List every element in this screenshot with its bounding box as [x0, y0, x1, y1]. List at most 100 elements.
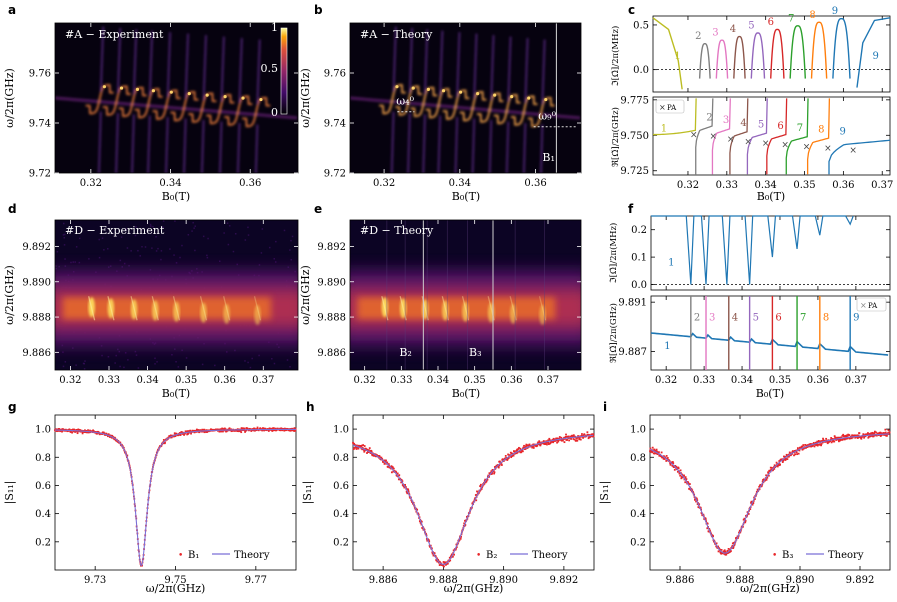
data-point — [578, 437, 581, 440]
data-point — [671, 461, 674, 463]
y-axis-label: ω/2π(GHz) — [299, 265, 312, 325]
data-point — [543, 443, 546, 445]
data-point — [556, 441, 558, 444]
data-point — [361, 447, 364, 449]
data-point — [419, 521, 422, 524]
data-point — [582, 436, 585, 439]
omega9-label: ω₉⁰ — [538, 109, 556, 122]
y-tick-label: 0.2 — [630, 537, 646, 548]
data-point — [480, 488, 483, 490]
pa-marker: × — [690, 131, 698, 141]
anticrossing-streak — [172, 296, 181, 321]
noise-pixel — [273, 362, 276, 365]
data-point — [649, 450, 651, 453]
anticrossing-spot — [539, 304, 546, 325]
data-point — [531, 446, 534, 449]
anticrossing-streak — [107, 296, 115, 321]
data-point — [532, 445, 534, 448]
data-point — [811, 444, 814, 447]
noise-pixel — [261, 228, 264, 230]
spin-branch-upper — [133, 29, 138, 95]
panel-d: 0.32 0.33 0.34 0.35 0.36 0.37 9.886 9.888 9.890 9… — [3, 202, 299, 400]
pa-marker: × — [709, 132, 717, 142]
axes-frame — [650, 215, 891, 291]
data-point — [727, 548, 730, 550]
heatmap — [55, 220, 298, 370]
noise-pixel — [234, 349, 236, 352]
data-point — [169, 434, 172, 437]
spin-branch-upper — [541, 39, 546, 105]
x-axis-label: ω/2π(GHz) — [740, 582, 800, 595]
data-point — [680, 477, 683, 480]
data-point — [357, 444, 360, 447]
noise-pixel — [125, 228, 127, 230]
noise-pixel — [244, 360, 246, 362]
data-point — [380, 456, 383, 459]
data-point — [357, 447, 360, 450]
theory-curve — [352, 434, 594, 565]
data-point — [562, 438, 565, 441]
panel-i: 9.886 9.888 9.890 9.892 0.2 0.4 0.6 0.8 1.0 • B₃ Th… — [598, 400, 891, 595]
panel-g: 9.73 9.75 9.77 0.2 0.4 0.6 0.8 1.0 • B₁ Theory |S₁₁… — [3, 400, 297, 595]
noise-pixel — [175, 360, 177, 363]
anticrossing-spot — [254, 304, 261, 325]
noise-pixel — [289, 365, 291, 368]
re-mode-curve — [652, 98, 697, 136]
y-tick-label: 9.725 — [620, 166, 649, 177]
data-point — [766, 476, 769, 479]
data-point — [401, 480, 404, 483]
im-mode-curve — [770, 28, 785, 79]
x-axis-label: B₀(T) — [452, 387, 480, 400]
y-tick-label: 0.2 — [631, 225, 647, 236]
data-point — [838, 436, 841, 439]
anticrossing-branch — [170, 91, 199, 122]
data-point — [579, 438, 582, 441]
y-axis-label: ℑ[Ω̃]/2π(MHz) — [608, 223, 619, 284]
spin-branch-upper — [507, 36, 512, 102]
anticrossing-branch — [510, 95, 538, 126]
data-point — [782, 458, 785, 461]
field-label: B₂ — [399, 346, 412, 359]
anticrossing-streak — [130, 296, 138, 321]
data-point — [697, 506, 700, 509]
data-point — [458, 539, 461, 542]
x-tick-label: 0.33 — [693, 375, 715, 386]
x-tick-label: 0.33 — [98, 375, 120, 386]
data-point — [431, 547, 433, 550]
anticrossing-branch — [379, 84, 406, 115]
anticrossing-branch — [224, 95, 253, 126]
cavity-band — [55, 96, 298, 120]
data-point — [474, 494, 477, 496]
re-main-curve — [650, 332, 889, 356]
data-point — [293, 430, 295, 432]
data-point — [516, 448, 518, 451]
noise-pixel — [56, 251, 59, 253]
noise-pixel — [134, 350, 137, 353]
data-point — [557, 440, 560, 443]
x-tick-label: 0.35 — [464, 375, 486, 386]
data-point — [807, 445, 810, 448]
mode-label: 3 — [712, 28, 718, 39]
data-point — [454, 548, 457, 551]
y-tick-label: 9.886 — [317, 348, 346, 359]
y-tick-label: 0.6 — [333, 481, 349, 492]
panel-c: 0.5 0.0 0.32 0.33 0.34 0.35 0.36 0.37 9.725 9.750… — [610, 3, 893, 203]
spin-branch-upper — [456, 32, 461, 98]
legend-marker: • — [178, 551, 183, 561]
data-point — [651, 451, 654, 454]
data-point — [471, 502, 474, 505]
data-point — [795, 451, 798, 454]
data-point — [506, 459, 509, 461]
data-point — [669, 463, 672, 466]
data-point — [723, 550, 725, 553]
noise-pixel — [130, 250, 132, 252]
x-tick-label: 0.34 — [755, 180, 777, 191]
data-point — [493, 472, 496, 475]
mode-label: 8 — [818, 124, 824, 135]
data-point — [884, 428, 887, 431]
data-point — [366, 452, 368, 454]
legend-marker: × — [659, 103, 666, 112]
x-tick-label: 0.32 — [677, 180, 699, 191]
data-point — [267, 430, 270, 432]
data-point — [696, 499, 699, 502]
